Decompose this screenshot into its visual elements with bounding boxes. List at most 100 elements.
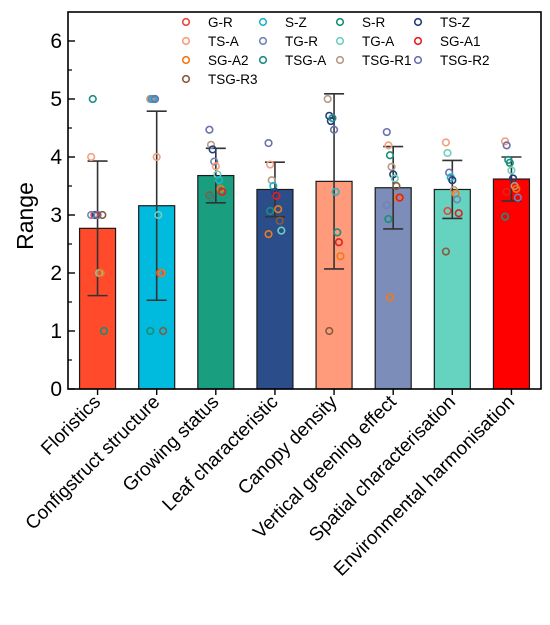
data-point-8-4 xyxy=(505,158,514,167)
legend-label-3: S-R xyxy=(362,15,386,30)
data-point-6-6 xyxy=(390,174,399,183)
legend-label-10: TSG-A xyxy=(285,53,326,68)
legend-marker-5 xyxy=(181,36,191,46)
data-point-2-8 xyxy=(157,268,166,278)
data-point-8-11 xyxy=(502,187,511,196)
bar-8 xyxy=(492,178,531,390)
data-point-7-11 xyxy=(443,206,452,216)
y-axis-title: Range xyxy=(12,182,38,250)
data-point-7-3 xyxy=(445,168,454,177)
data-point-8-2 xyxy=(502,141,511,150)
bar-3 xyxy=(197,174,235,390)
y-tick-label-2: 2 xyxy=(50,262,62,285)
data-point-2-5 xyxy=(152,152,161,162)
data-point-3-3 xyxy=(208,145,217,154)
data-point-4-10 xyxy=(264,230,273,239)
legend-label-8: SG-A1 xyxy=(440,34,481,49)
bar-4 xyxy=(256,188,294,390)
data-point-1-7 xyxy=(96,268,105,278)
data-point-7-1 xyxy=(441,138,451,147)
data-point-8-10 xyxy=(500,212,510,221)
data-point-6-5 xyxy=(389,170,398,179)
data-point-6-4 xyxy=(387,162,396,171)
legend-marker-11 xyxy=(335,55,345,65)
legend-label-12: TSG-R2 xyxy=(440,53,490,68)
legend-label-13: TSG-R3 xyxy=(208,72,258,87)
legend-marker-4 xyxy=(413,17,423,27)
legend-label-7: TG-A xyxy=(362,34,394,49)
data-point-2-9 xyxy=(158,326,168,336)
data-point-8-9 xyxy=(513,193,522,202)
data-point-8-6 xyxy=(508,174,518,183)
plot-frame xyxy=(67,11,542,390)
data-point-4-2 xyxy=(266,160,275,169)
data-point-5-8 xyxy=(334,238,343,247)
data-point-5-5 xyxy=(329,125,339,134)
legend-label-11: TSG-R1 xyxy=(362,53,412,68)
y-tick-label-1: 1 xyxy=(50,320,62,343)
data-point-6-10 xyxy=(382,201,391,210)
data-point-4-5 xyxy=(270,187,280,196)
data-point-3-5 xyxy=(211,162,220,171)
legend-marker-12 xyxy=(413,55,423,65)
data-point-1-1 xyxy=(87,152,96,162)
data-point-8-5 xyxy=(507,166,516,175)
data-point-2-6 xyxy=(154,210,163,220)
legend-label-6: TG-R xyxy=(285,34,318,49)
data-point-4-8 xyxy=(275,216,284,225)
y-tick-label-6: 6 xyxy=(50,30,62,53)
data-point-1-8 xyxy=(98,210,107,220)
legend-marker-2 xyxy=(258,17,268,27)
data-point-3-9 xyxy=(218,187,227,196)
y-tick-label-0: 0 xyxy=(50,378,62,401)
y-tick-label-5: 5 xyxy=(50,88,62,111)
data-point-1-9 xyxy=(99,326,109,336)
legend-marker-3 xyxy=(335,17,345,27)
legend-marker-13 xyxy=(181,74,191,84)
data-point-6-2 xyxy=(384,141,393,150)
y-tick-label-3: 3 xyxy=(50,204,62,227)
data-point-6-12 xyxy=(385,293,395,302)
data-point-4-6 xyxy=(272,191,281,200)
legend-label-2: S-Z xyxy=(285,15,307,30)
legend-label-5: TS-A xyxy=(208,34,239,49)
data-point-5-4 xyxy=(328,114,337,123)
data-point-5-11 xyxy=(325,326,334,336)
data-point-7-9 xyxy=(454,209,463,218)
data-point-4-7 xyxy=(274,205,283,214)
data-point-6-9 xyxy=(395,193,404,202)
data-point-6-3 xyxy=(385,151,395,160)
data-point-3-1 xyxy=(205,125,214,134)
data-point-2-10 xyxy=(146,326,155,336)
data-point-8-8 xyxy=(512,184,521,193)
legend-label-1: G-R xyxy=(208,15,233,30)
data-point-7-8 xyxy=(453,195,462,204)
legend-marker-10 xyxy=(258,55,268,65)
data-point-7-2 xyxy=(443,148,452,158)
data-point-2-4 xyxy=(150,94,160,104)
data-point-5-7 xyxy=(333,228,342,237)
legend-label-9: SG-A2 xyxy=(208,53,249,68)
data-point-6-1 xyxy=(382,127,391,137)
legend-marker-6 xyxy=(258,36,268,46)
data-point-4-11 xyxy=(266,206,275,216)
data-point-5-9 xyxy=(336,252,345,261)
legend-label-4: TS-Z xyxy=(440,15,470,30)
data-point-5-1 xyxy=(323,94,332,104)
data-point-6-11 xyxy=(384,214,393,224)
legend-marker-8 xyxy=(413,36,423,46)
data-point-4-9 xyxy=(277,226,286,235)
data-point-7-5 xyxy=(448,176,457,185)
data-point-3-4 xyxy=(210,157,219,166)
legend-marker-7 xyxy=(335,36,345,46)
data-point-4-1 xyxy=(264,138,273,148)
data-point-3-7 xyxy=(214,176,224,185)
legend-marker-1 xyxy=(181,17,191,27)
data-point-5-6 xyxy=(331,187,340,196)
y-tick-label-4: 4 xyxy=(50,146,62,169)
category-label-5: Canopy density xyxy=(234,391,342,499)
bar-7 xyxy=(433,188,471,390)
data-point-8-1 xyxy=(500,137,510,146)
